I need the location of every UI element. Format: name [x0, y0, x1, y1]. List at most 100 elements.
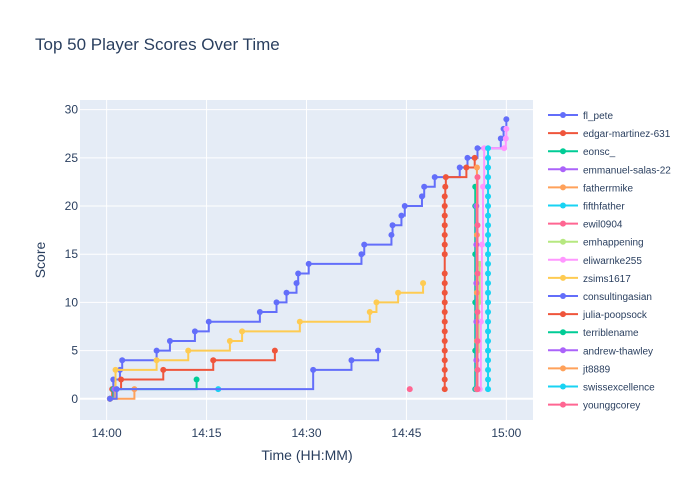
data-point: [118, 376, 125, 383]
series-line: [109, 350, 276, 400]
data-point: [375, 347, 382, 354]
data-point: [485, 337, 492, 344]
data-point: [485, 164, 492, 171]
data-point: [153, 347, 160, 354]
legend-label: ewil0904: [583, 220, 623, 231]
legend-label: fifthfather: [583, 202, 625, 213]
data-point: [485, 203, 492, 210]
data-point: [485, 231, 492, 238]
data-point: [418, 193, 425, 200]
data-point: [474, 145, 481, 152]
legend-item[interactable]: emmanuel-salas-22: [548, 165, 671, 176]
data-point: [477, 318, 484, 325]
legend-marker: [560, 401, 566, 408]
data-point: [398, 212, 405, 219]
y-tick-label: 20: [65, 199, 79, 213]
data-point: [256, 309, 263, 316]
legend-item[interactable]: fatherrmike: [548, 183, 633, 194]
legend-marker: [560, 329, 566, 336]
data-point: [478, 241, 485, 248]
legend-item[interactable]: emhappening: [548, 238, 644, 249]
data-point: [185, 347, 192, 354]
legend-item[interactable]: younggcorey: [548, 401, 640, 412]
legend: fl_pete edgar-martinez-631 eonsc_ emmanuel-…: [548, 111, 671, 412]
data-point: [295, 270, 302, 277]
data-point: [373, 299, 380, 306]
legend-item[interactable]: andrew-thawley: [548, 346, 653, 357]
legend-item[interactable]: zsims1617: [548, 274, 631, 285]
data-point: [305, 260, 312, 267]
legend-item[interactable]: swissexcellence: [548, 383, 655, 394]
data-point: [485, 145, 492, 152]
data-point: [441, 251, 448, 258]
x-axis-title: Time (HH:MM): [261, 447, 352, 463]
y-axis-title: Score: [32, 242, 48, 279]
data-point: [153, 357, 160, 364]
data-point: [485, 154, 492, 161]
data-point: [441, 231, 448, 238]
data-point: [485, 183, 492, 190]
data-point: [485, 376, 492, 383]
data-point: [113, 386, 120, 393]
y-tick-label: 0: [71, 392, 78, 406]
legend-item[interactable]: fifthfather: [548, 202, 625, 213]
data-point: [502, 135, 509, 142]
legend-label: julia-poopsock: [582, 310, 648, 321]
data-point: [503, 125, 510, 132]
data-point: [485, 212, 492, 219]
legend-marker: [560, 256, 566, 263]
data-point: [503, 116, 510, 123]
data-point: [441, 328, 448, 335]
legend-item[interactable]: eliwarnke255: [548, 256, 642, 267]
legend-marker: [560, 166, 566, 173]
legend-label: edgar-martinez-631: [583, 129, 671, 140]
legend-label: zsims1617: [583, 274, 631, 285]
data-point: [474, 309, 481, 316]
legend-marker: [560, 274, 566, 281]
data-point: [226, 337, 233, 344]
data-point: [441, 193, 448, 200]
data-point: [442, 174, 449, 181]
legend-item[interactable]: edgar-martinez-631: [548, 129, 671, 140]
data-point: [388, 231, 395, 238]
data-point: [239, 328, 246, 335]
series-consultingasian: [106, 347, 382, 402]
legend-marker: [560, 365, 566, 372]
series-julia-poopsock: [441, 154, 478, 393]
chart-title: Top 50 Player Scores Over Time: [35, 35, 280, 54]
data-point: [442, 183, 449, 190]
series-swissexcellence: [485, 145, 492, 393]
data-point: [485, 328, 492, 335]
data-point: [485, 299, 492, 306]
x-axis-ticks: 14:00 14:15 14:30 14:45 15:00: [92, 426, 522, 440]
data-point: [205, 318, 212, 325]
legend-marker: [560, 202, 566, 209]
legend-item[interactable]: eonsc_: [548, 147, 616, 158]
data-point: [441, 299, 448, 306]
data-point: [160, 366, 167, 373]
data-point: [271, 347, 278, 354]
data-point: [193, 376, 200, 383]
x-tick-label: 14:00: [92, 426, 122, 440]
data-point: [366, 309, 373, 316]
data-point: [406, 386, 413, 393]
data-point: [485, 174, 492, 181]
data-point: [441, 222, 448, 229]
data-point: [485, 251, 492, 258]
y-tick-label: 10: [65, 295, 79, 309]
data-point: [441, 347, 448, 354]
legend-item[interactable]: terriblename: [548, 328, 639, 339]
data-point: [485, 260, 492, 267]
legend-item[interactable]: fl_pete: [548, 111, 613, 122]
plot-area: [80, 100, 533, 420]
legend-item[interactable]: jt8889: [548, 364, 611, 375]
legend-item[interactable]: consultingasian: [548, 292, 652, 303]
data-point: [464, 154, 471, 161]
legend-label: andrew-thawley: [583, 346, 653, 357]
data-point: [106, 395, 113, 402]
data-point: [485, 357, 492, 364]
legend-item[interactable]: ewil0904: [548, 220, 623, 231]
data-point: [112, 366, 119, 373]
legend-item[interactable]: julia-poopsock: [548, 310, 648, 321]
